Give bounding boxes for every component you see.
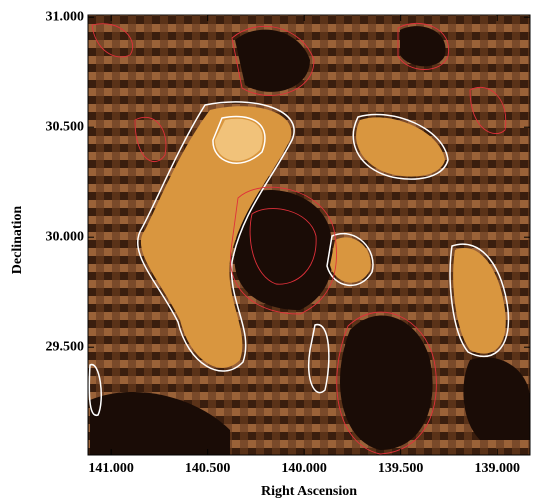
x-tick-label: 140.000 — [281, 461, 327, 476]
y-tick-label: 29.500 — [46, 339, 85, 354]
x-tick-label: 141.000 — [88, 461, 134, 476]
x-tick-label: 139.500 — [378, 461, 424, 476]
plot-frame — [87, 14, 531, 456]
y-tick-label: 30.500 — [46, 119, 85, 134]
y-tick-label: 31.000 — [46, 9, 85, 24]
x-tick-label: 139.000 — [474, 461, 520, 476]
map-image — [88, 15, 530, 455]
y-axis-label: Declination — [10, 206, 25, 275]
y-tick-label: 30.000 — [46, 229, 85, 244]
x-axis-label: Right Ascension — [261, 484, 357, 499]
x-tick-label: 140.500 — [185, 461, 231, 476]
